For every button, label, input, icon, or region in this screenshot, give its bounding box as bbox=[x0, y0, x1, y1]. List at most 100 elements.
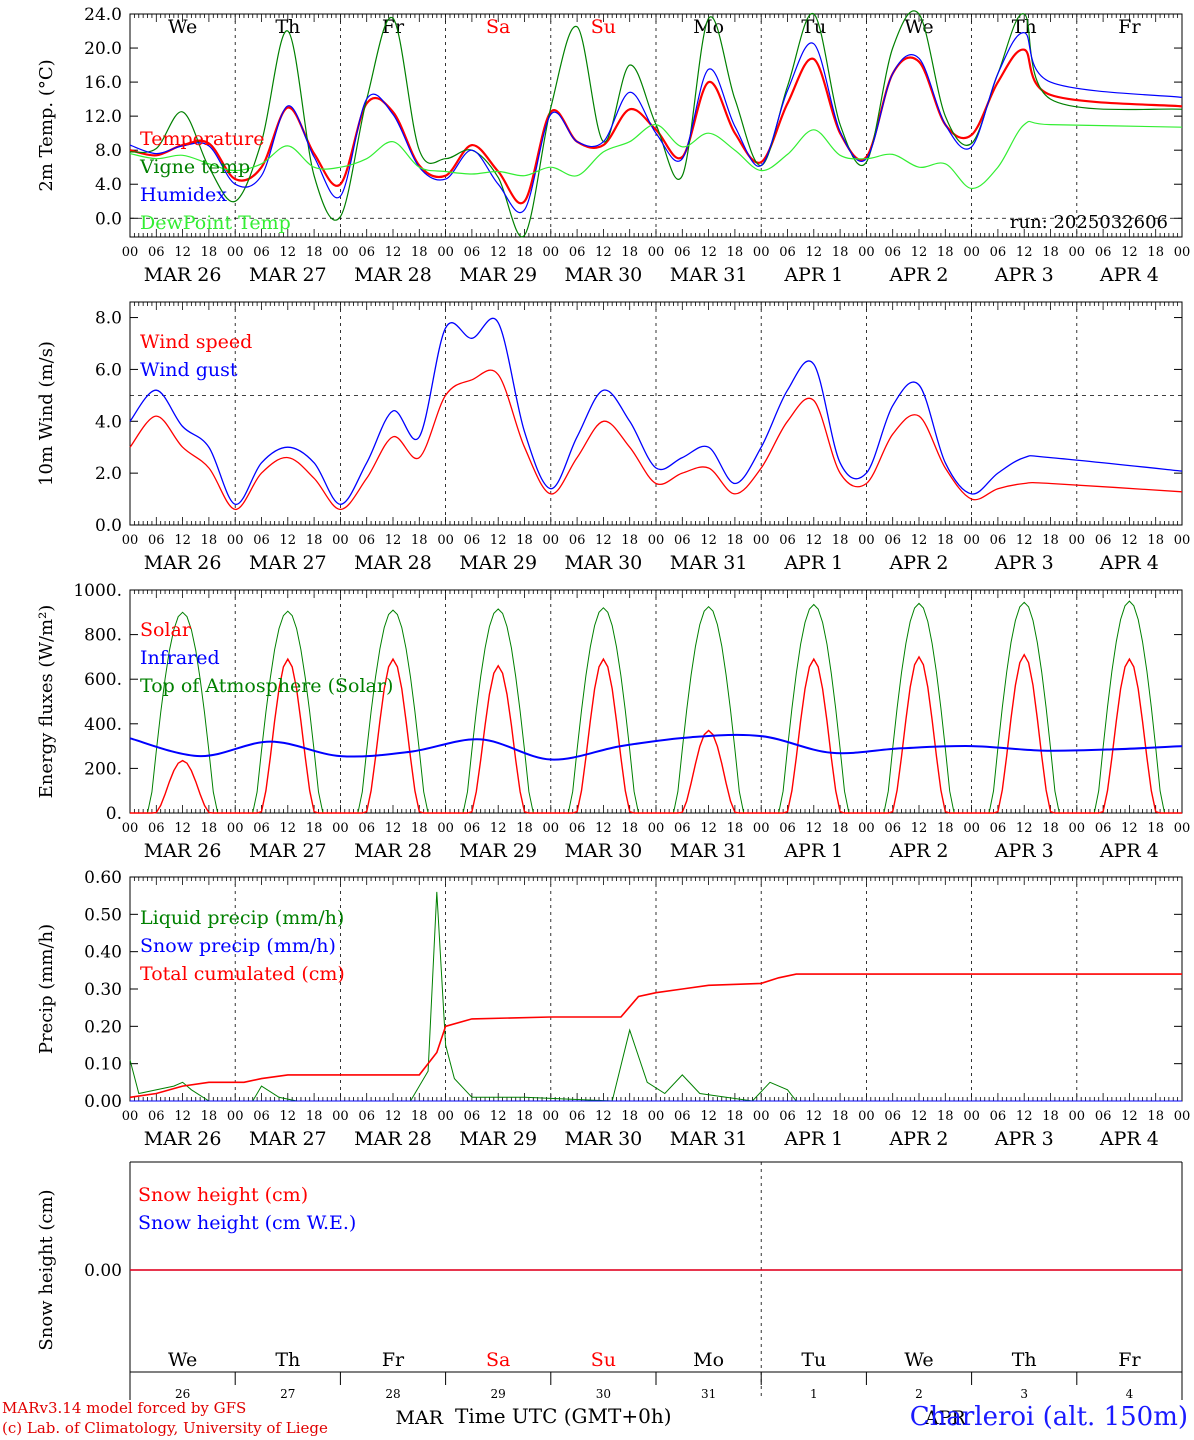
date-label: APR 1 bbox=[783, 264, 843, 286]
hour-label: 12 bbox=[280, 245, 297, 260]
y-tick-label: 6.0 bbox=[95, 360, 122, 380]
legend-top-of-atmosphere-solar: Top of Atmosphere (Solar) bbox=[140, 675, 393, 697]
hour-label: 12 bbox=[1121, 821, 1138, 836]
hour-label: 06 bbox=[1095, 245, 1112, 260]
y-tick-label: 200. bbox=[84, 759, 122, 779]
hour-label: 18 bbox=[1147, 1109, 1164, 1124]
hour-label: 00 bbox=[332, 1109, 349, 1124]
hour-label: 18 bbox=[1147, 245, 1164, 260]
hour-label: 12 bbox=[806, 245, 823, 260]
y-tick-label: 12.0 bbox=[84, 107, 122, 127]
y-axis-label: 10m Wind (m/s) bbox=[36, 341, 57, 486]
date-label: APR 4 bbox=[1099, 264, 1159, 286]
hour-label: 12 bbox=[490, 533, 507, 548]
day-number: 3 bbox=[1020, 1387, 1028, 1401]
hour-label: 00 bbox=[753, 821, 770, 836]
weekday-label: Sa bbox=[486, 1349, 510, 1371]
date-label: APR 2 bbox=[889, 840, 949, 862]
panel-wind: 00 06 12 18 00 06 12 18 00 06 12 18 00 06 12 18 00 06 12 18… bbox=[36, 301, 1190, 574]
day-number: 26 bbox=[175, 1387, 190, 1401]
hour-label: 12 bbox=[806, 533, 823, 548]
legend-infrared: Infrared bbox=[140, 647, 220, 669]
hour-label: 18 bbox=[727, 821, 744, 836]
series-temperature bbox=[129, 48, 1183, 205]
hour-label: 00 bbox=[227, 533, 244, 548]
legend-wind-gust: Wind gust bbox=[140, 359, 238, 381]
date-label: MAR 27 bbox=[249, 1128, 327, 1150]
hour-label: 06 bbox=[569, 821, 586, 836]
hour-label: 06 bbox=[990, 821, 1007, 836]
date-label: MAR 29 bbox=[459, 1128, 537, 1150]
hour-label: 00 bbox=[753, 533, 770, 548]
date-label: MAR 30 bbox=[565, 1128, 643, 1150]
hour-label: 18 bbox=[832, 821, 849, 836]
hour-label: 18 bbox=[201, 533, 218, 548]
hour-label: 00 bbox=[543, 533, 560, 548]
date-label: MAR 26 bbox=[144, 1128, 222, 1150]
weekday-label: Fr bbox=[1118, 1349, 1141, 1371]
hour-label: 12 bbox=[1121, 1109, 1138, 1124]
hour-label: 18 bbox=[1042, 533, 1059, 548]
series-wind-gust bbox=[129, 317, 1183, 505]
legend-snow-precip-mm-h: Snow precip (mm/h) bbox=[140, 935, 336, 957]
hour-label: 18 bbox=[621, 245, 638, 260]
x-axis-label: Time UTC (GMT+0h) bbox=[455, 1404, 672, 1428]
hour-label: 18 bbox=[832, 245, 849, 260]
hour-label: 12 bbox=[385, 821, 402, 836]
hour-label: 00 bbox=[1069, 821, 1086, 836]
series-dewpoint-temp bbox=[129, 120, 1183, 190]
hour-label: 06 bbox=[990, 245, 1007, 260]
date-label: MAR 30 bbox=[565, 840, 643, 862]
hour-label: 12 bbox=[595, 821, 612, 836]
hour-label: 06 bbox=[1095, 1109, 1112, 1124]
hour-label: 00 bbox=[437, 1109, 454, 1124]
hour-label: 00 bbox=[437, 821, 454, 836]
hour-label: 06 bbox=[464, 245, 481, 260]
hour-label: 18 bbox=[306, 533, 323, 548]
y-tick-label: 0.20 bbox=[84, 1017, 122, 1037]
weekday-label: Th bbox=[275, 1349, 300, 1371]
hour-label: 18 bbox=[516, 1109, 533, 1124]
y-axis-label: Snow height (cm) bbox=[36, 1189, 57, 1350]
date-label: MAR 30 bbox=[565, 552, 643, 574]
hour-label: 06 bbox=[148, 1109, 165, 1124]
hour-label: 12 bbox=[806, 1109, 823, 1124]
hour-label: 00 bbox=[753, 245, 770, 260]
hour-label: 00 bbox=[648, 1109, 665, 1124]
legend-temperature: Temperature bbox=[140, 128, 264, 150]
hour-label: 18 bbox=[201, 821, 218, 836]
hour-label: 12 bbox=[595, 533, 612, 548]
hour-label: 18 bbox=[621, 1109, 638, 1124]
hour-label: 06 bbox=[884, 533, 901, 548]
hour-label: 00 bbox=[648, 821, 665, 836]
hour-label: 18 bbox=[1042, 245, 1059, 260]
hour-label: 06 bbox=[1095, 533, 1112, 548]
run-annotation: run: 2025032606 bbox=[1010, 212, 1168, 233]
date-label: MAR 27 bbox=[249, 264, 327, 286]
date-label: MAR 29 bbox=[459, 552, 537, 574]
date-label: APR 3 bbox=[994, 264, 1054, 286]
date-label: MAR 28 bbox=[354, 840, 432, 862]
y-tick-label: 8.0 bbox=[95, 309, 122, 329]
hour-label: 00 bbox=[227, 821, 244, 836]
date-label: MAR 31 bbox=[670, 840, 748, 862]
series-humidex bbox=[129, 32, 1183, 214]
model-credit: MARv3.14 model forced by GFS bbox=[2, 1399, 247, 1417]
date-label: APR 4 bbox=[1099, 552, 1159, 574]
date-label: MAR 26 bbox=[144, 840, 222, 862]
hour-label: 18 bbox=[1042, 1109, 1059, 1124]
date-label: APR 3 bbox=[994, 1128, 1054, 1150]
y-tick-label: 20.0 bbox=[84, 39, 122, 59]
y-tick-label: 1000. bbox=[73, 581, 122, 601]
hour-label: 00 bbox=[963, 533, 980, 548]
legend-total-cumulated-cm: Total cumulated (cm) bbox=[140, 963, 345, 985]
hour-label: 00 bbox=[1069, 533, 1086, 548]
hour-label: 18 bbox=[411, 821, 428, 836]
hour-label: 12 bbox=[700, 533, 717, 548]
hour-label: 12 bbox=[806, 821, 823, 836]
hour-label: 06 bbox=[148, 821, 165, 836]
hour-label: 18 bbox=[306, 1109, 323, 1124]
y-tick-label: 16.0 bbox=[84, 73, 122, 93]
hour-label: 12 bbox=[700, 821, 717, 836]
hour-label: 12 bbox=[280, 1109, 297, 1124]
